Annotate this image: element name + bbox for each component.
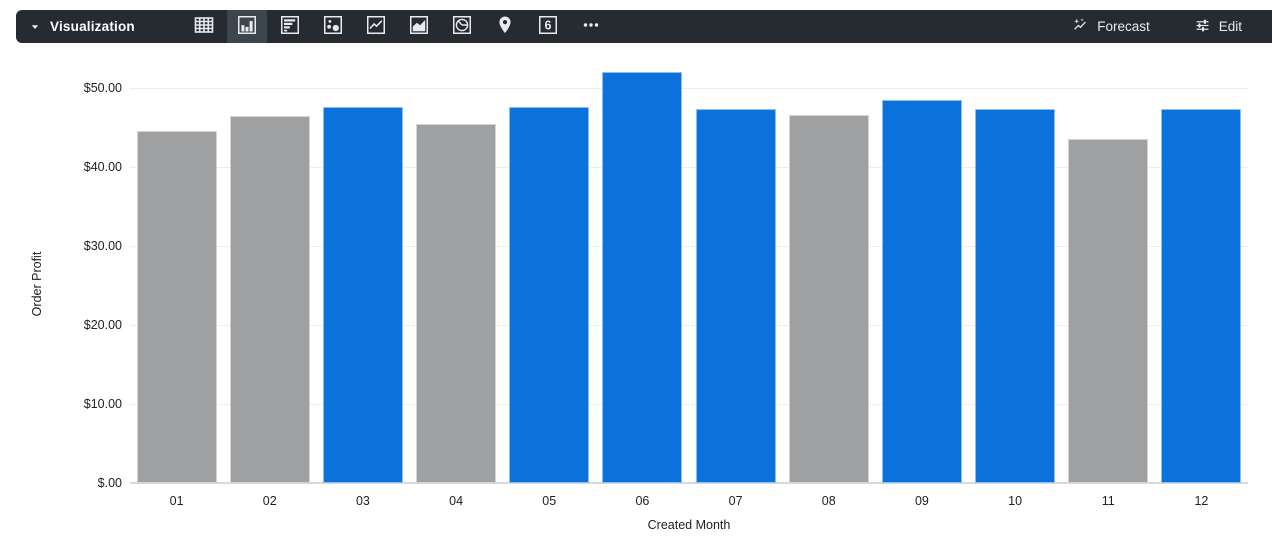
y-tick-label: $30.00 xyxy=(83,239,122,253)
x-tick-09: 09 xyxy=(914,494,929,508)
viz-type-area-button[interactable] xyxy=(399,10,439,43)
bar-06[interactable] xyxy=(602,72,683,483)
bar-11[interactable] xyxy=(1068,138,1149,483)
y-tick-label: $.00 xyxy=(97,476,122,490)
bar-07[interactable] xyxy=(695,109,776,483)
x-tick-12: 12 xyxy=(1194,494,1209,508)
toolbar-title: Visualization xyxy=(50,19,135,34)
x-tick-11: 11 xyxy=(1101,494,1115,508)
toolbar-header: Visualization xyxy=(29,10,135,43)
edit-button[interactable]: Edit xyxy=(1194,17,1242,37)
x-tick-06: 06 xyxy=(635,494,650,508)
x-tick-02: 02 xyxy=(262,494,277,508)
viz-type-single-value-button[interactable]: 6 xyxy=(528,10,568,43)
x-axis-title: Created Month xyxy=(647,518,731,532)
bar-10[interactable] xyxy=(975,109,1056,483)
y-tick-label: $10.00 xyxy=(83,397,122,411)
y-tick-label: $20.00 xyxy=(83,318,122,332)
viz-type-column-button[interactable] xyxy=(227,10,267,43)
x-tick-04: 04 xyxy=(449,494,464,508)
viz-type-map-button[interactable] xyxy=(485,10,525,43)
bar-03[interactable] xyxy=(322,106,403,483)
x-tick-03: 03 xyxy=(355,494,370,508)
viz-type-scatter-button[interactable] xyxy=(313,10,353,43)
toolbar-actions: Forecast Edit xyxy=(1072,10,1242,43)
edit-label: Edit xyxy=(1218,19,1242,34)
x-tick-05: 05 xyxy=(542,494,557,508)
viz-type-line-button[interactable] xyxy=(356,10,396,43)
y-tick-label: $50.00 xyxy=(83,81,122,95)
tune-sliders-icon xyxy=(1194,17,1211,37)
bar-09[interactable] xyxy=(881,99,962,483)
viz-type-pie-button[interactable] xyxy=(442,10,482,43)
y-axis-title: Order Profit xyxy=(30,251,44,317)
y-tick-label: $40.00 xyxy=(83,160,122,174)
bar-12[interactable] xyxy=(1161,109,1242,483)
pie-chart-icon xyxy=(450,13,474,40)
visualization-toolbar: Visualization xyxy=(16,10,1272,43)
gridline-30 xyxy=(130,246,1248,247)
viz-type-bar-button[interactable] xyxy=(270,10,310,43)
gridline-10 xyxy=(130,404,1248,405)
single-value-icon: 6 xyxy=(536,13,560,40)
bar-02[interactable] xyxy=(229,116,310,483)
collapse-chevron-icon[interactable] xyxy=(29,21,41,33)
viz-type-more-button[interactable] xyxy=(571,10,611,43)
order-profit-bar-chart: Order Profit Created Month $50.00 $40.00 $… xyxy=(0,43,1272,560)
x-tick-07: 07 xyxy=(728,494,743,508)
gridline-20 xyxy=(130,325,1248,326)
scatter-icon xyxy=(321,13,345,40)
x-tick-08: 08 xyxy=(821,494,836,508)
bar-05[interactable] xyxy=(509,106,590,483)
column-chart-icon xyxy=(235,13,259,40)
map-pin-icon xyxy=(493,13,517,40)
forecast-icon xyxy=(1072,17,1089,37)
x-tick-10: 10 xyxy=(1008,494,1023,508)
forecast-button[interactable]: Forecast xyxy=(1072,17,1150,37)
forecast-label: Forecast xyxy=(1097,19,1150,34)
bar-chart-icon xyxy=(278,13,302,40)
line-chart-icon xyxy=(364,13,388,40)
bar-01[interactable] xyxy=(136,131,217,483)
table-icon xyxy=(192,13,216,40)
bar-08[interactable] xyxy=(788,114,869,483)
viz-type-switcher: 6 xyxy=(184,10,611,43)
ellipsis-icon xyxy=(579,13,603,40)
x-axis-line xyxy=(130,482,1248,484)
gridline-40 xyxy=(130,167,1248,168)
gridline-50 xyxy=(130,88,1248,89)
viz-type-table-button[interactable] xyxy=(184,10,224,43)
area-chart-icon xyxy=(407,13,431,40)
x-tick-01: 01 xyxy=(169,494,184,508)
bar-04[interactable] xyxy=(416,123,497,483)
svg-text:6: 6 xyxy=(545,19,552,33)
